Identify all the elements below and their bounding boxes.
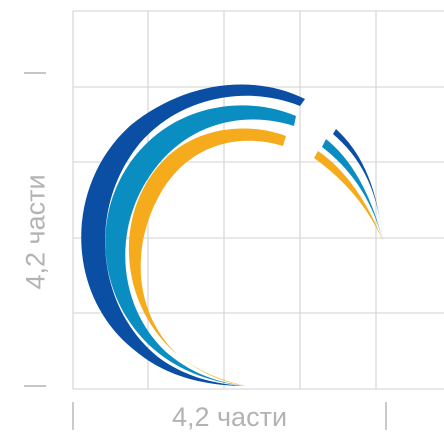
grid	[72, 10, 444, 390]
width-dimension-label: 4,2 части	[171, 402, 288, 432]
height-dimension-label: 4,2 части	[20, 174, 51, 290]
inner-arc-tip	[314, 151, 383, 241]
middle-arc-tip	[322, 139, 383, 241]
